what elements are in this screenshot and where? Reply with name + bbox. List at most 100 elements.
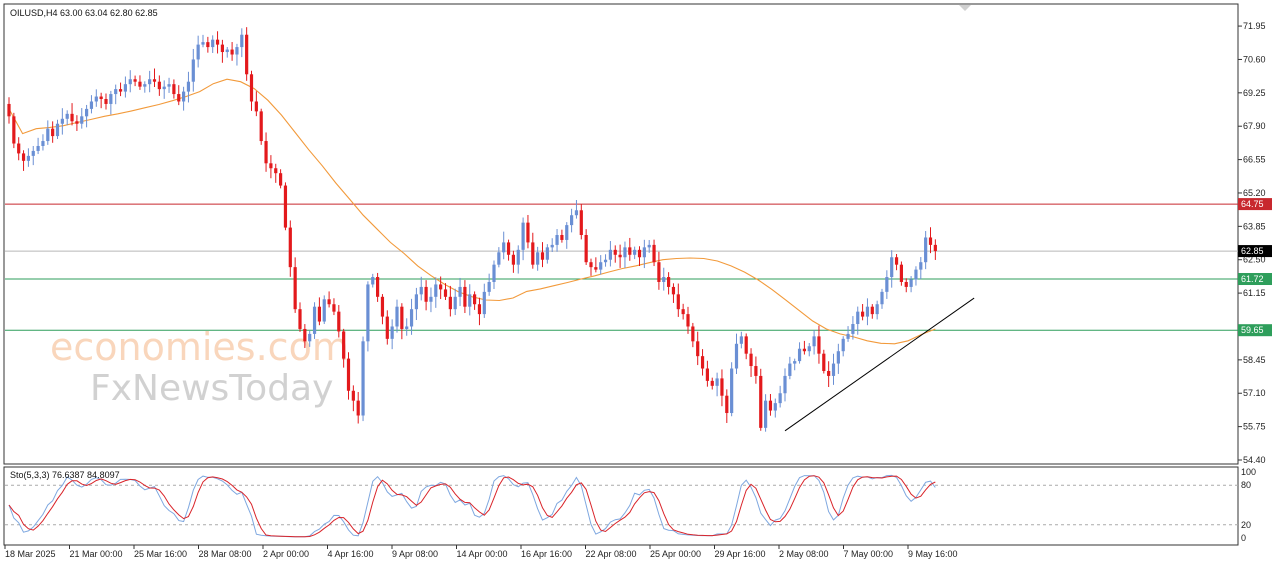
candle-body (880, 291, 884, 305)
candle (395, 299, 399, 333)
candle (545, 244, 549, 264)
candle-body (254, 101, 258, 112)
candle (172, 79, 176, 99)
candle (31, 146, 35, 166)
candle (662, 267, 666, 291)
candle (793, 358, 797, 371)
price-tick-label: 70.60 (1243, 54, 1266, 64)
collapse-arrow-icon[interactable] (959, 5, 971, 11)
candle (705, 360, 709, 387)
candle-body (526, 222, 530, 243)
candle (298, 302, 302, 332)
candle (351, 385, 355, 412)
candle-body (744, 336, 748, 354)
stoch-tick-label: 0 (1241, 533, 1246, 543)
candle-body (584, 235, 588, 263)
candle (468, 284, 472, 316)
candle-body (312, 306, 317, 334)
candle (807, 343, 811, 357)
candle-body (230, 49, 234, 55)
candle-body (366, 284, 370, 342)
candle-body (259, 111, 263, 142)
candle-body (327, 299, 331, 305)
candle (293, 257, 297, 313)
candle (167, 77, 171, 93)
candle-body (443, 289, 448, 297)
candle (628, 237, 632, 261)
price-tick-label: 66.55 (1243, 155, 1266, 165)
candle-body (739, 336, 743, 344)
candle (744, 333, 748, 360)
candle (215, 31, 220, 54)
candle-body (429, 296, 433, 302)
stoch-tick-label: 20 (1241, 520, 1251, 530)
candle-body (215, 39, 220, 45)
candle-body (303, 328, 307, 342)
candle (797, 342, 802, 364)
current-price-badge (1238, 245, 1272, 258)
candle-body (885, 277, 889, 292)
candle (696, 331, 700, 366)
candle-body (545, 247, 549, 260)
level-badge-label: 61.72 (1241, 274, 1264, 284)
candle (511, 250, 515, 273)
candle-body (390, 326, 394, 339)
candle-body (70, 113, 74, 122)
date-tick-label: 7 May 00:00 (844, 549, 894, 559)
candle-body (797, 348, 802, 362)
candle-body (652, 244, 656, 263)
candle-body (734, 343, 739, 369)
candle (642, 239, 646, 269)
candle-body (7, 103, 11, 117)
candle (148, 70, 152, 93)
candle (380, 294, 385, 325)
candle-body (249, 74, 254, 102)
price-tick-label: 63.85 (1243, 221, 1266, 231)
candle-body (400, 306, 404, 329)
candle (759, 368, 763, 431)
date-tick-label: 22 Apr 08:00 (586, 549, 637, 559)
candle (80, 108, 84, 129)
candle (652, 239, 656, 267)
candle (201, 34, 205, 48)
candle-body (662, 277, 666, 282)
candle-body (225, 49, 229, 53)
candle-body (899, 264, 903, 282)
candle-body (497, 252, 501, 265)
candle (904, 278, 908, 293)
candle (502, 231, 506, 260)
candle (715, 372, 719, 397)
candle (700, 349, 705, 376)
price-axis: 71.95 70.60 69.25 67.90 66.55 65.20 63.85 62.50… (1238, 21, 1272, 465)
candle-body (477, 304, 482, 315)
candle-body (812, 336, 816, 347)
date-tick-label: 25 Mar 16:00 (134, 549, 187, 559)
date-tick-label: 29 Apr 16:00 (715, 549, 766, 559)
candle (182, 86, 186, 111)
candle-body (279, 173, 283, 186)
candle-body (894, 257, 899, 265)
candle (177, 85, 181, 106)
candle (405, 318, 409, 336)
candle-body (434, 284, 438, 297)
candle-body (206, 42, 210, 48)
candle-body (802, 348, 806, 352)
candle-body (628, 247, 632, 255)
candle-body (705, 368, 709, 381)
candle (497, 247, 501, 268)
candle-body (211, 39, 215, 48)
level-badge-label: 64.75 (1241, 199, 1264, 209)
candle-body (754, 366, 758, 376)
candle (55, 119, 60, 140)
candle (482, 283, 486, 318)
candle (60, 108, 64, 135)
candle-body (167, 84, 171, 87)
candle (928, 227, 933, 254)
candle-body (788, 363, 792, 376)
candle (143, 81, 147, 93)
levels-layer (5, 203, 1238, 331)
candle (17, 137, 21, 161)
candle-body (516, 249, 520, 265)
date-tick-label: 9 Apr 08:00 (392, 549, 438, 559)
